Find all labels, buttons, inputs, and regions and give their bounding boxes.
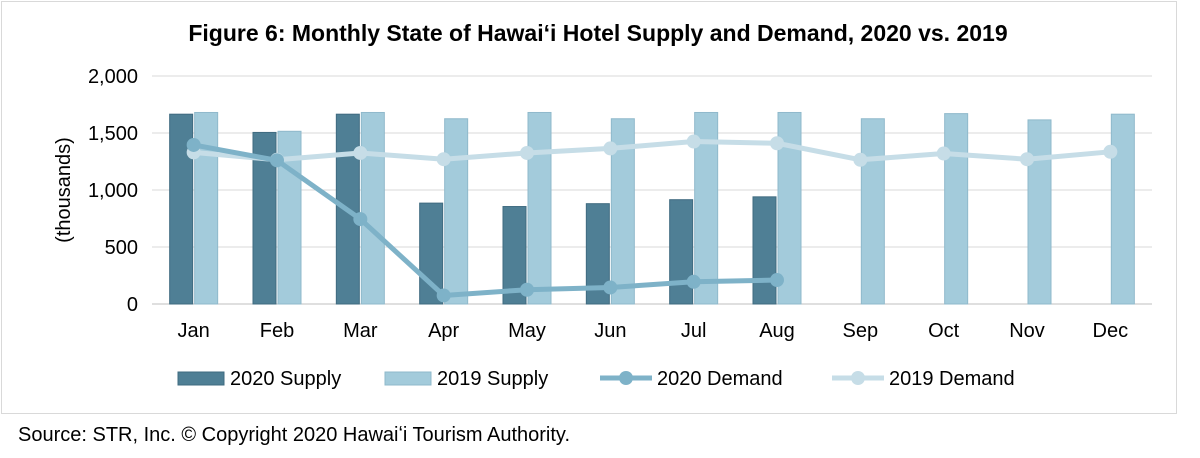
legend-label: 2020 Demand bbox=[657, 368, 783, 390]
legend-item-2019-supply: 2019 Supply bbox=[384, 368, 548, 390]
x-tick-label: Jan bbox=[178, 320, 210, 342]
point-2020-demand bbox=[770, 273, 784, 288]
bar-2019-supply bbox=[1027, 119, 1052, 305]
bar-2019-supply bbox=[777, 111, 802, 305]
y-axis-ticks: 0 500 1,000 1,500 2,000 bbox=[88, 66, 138, 316]
line-2020-demand bbox=[193, 142, 778, 298]
point-2019-demand bbox=[770, 136, 784, 151]
x-tick-label: Feb bbox=[260, 320, 294, 342]
y-tick-label: 1,000 bbox=[88, 180, 138, 202]
bar-2020-supply bbox=[669, 199, 694, 305]
point-2020-demand bbox=[186, 137, 201, 152]
bar-2020-supply bbox=[752, 196, 777, 305]
y-tick-label: 1,500 bbox=[88, 123, 138, 145]
y-tick-label: 500 bbox=[105, 237, 138, 259]
x-tick-label: Dec bbox=[1093, 320, 1129, 342]
source-note: Source: STR, Inc. © Copyright 2020 Hawai… bbox=[18, 424, 570, 446]
bar-2020-supply bbox=[252, 131, 277, 305]
point-2020-demand bbox=[686, 274, 701, 289]
bar-2019-supply bbox=[860, 118, 885, 305]
point-2020-demand bbox=[520, 282, 534, 297]
bar-marks bbox=[169, 111, 1135, 305]
point-2019-demand bbox=[436, 152, 451, 167]
bar-2019-supply bbox=[360, 111, 385, 305]
x-tick-label: Jun bbox=[594, 320, 626, 342]
bar-2019-supply bbox=[194, 111, 219, 305]
x-tick-label: Apr bbox=[428, 320, 459, 342]
line-marks bbox=[186, 134, 1118, 303]
bar-2019-supply bbox=[527, 111, 552, 305]
legend-marker bbox=[851, 371, 865, 385]
point-2019-demand bbox=[686, 134, 701, 149]
chart-title: Figure 6: Monthly State of Hawaiʻi Hotel… bbox=[188, 20, 1007, 46]
point-2019-demand bbox=[1020, 152, 1034, 167]
bar-2020-supply bbox=[585, 203, 610, 305]
bar-2019-supply bbox=[1110, 113, 1135, 305]
point-2020-demand bbox=[270, 153, 284, 168]
bar-2020-supply bbox=[502, 206, 527, 305]
point-2019-demand bbox=[353, 145, 368, 160]
bar-2019-supply bbox=[444, 118, 469, 305]
x-tick-label: Jul bbox=[681, 320, 707, 342]
point-2019-demand bbox=[936, 146, 951, 161]
y-tick-label: 2,000 bbox=[88, 66, 138, 88]
y-axis-label: (thousands) bbox=[53, 137, 75, 243]
x-tick-label: Sep bbox=[843, 320, 879, 342]
point-2019-demand bbox=[603, 141, 618, 156]
legend-swatch bbox=[384, 371, 432, 386]
x-tick-label: Nov bbox=[1009, 320, 1045, 342]
y-tick-label: 0 bbox=[127, 294, 138, 316]
legend-item-2020-demand: 2020 Demand bbox=[600, 368, 783, 390]
gridlines bbox=[152, 75, 1152, 305]
line-2019-demand bbox=[193, 139, 1111, 163]
point-2019-demand bbox=[1103, 144, 1118, 159]
legend: 2020 Supply 2019 Supply 2020 Demand 2019 De… bbox=[177, 368, 1015, 390]
point-2020-demand bbox=[353, 212, 368, 227]
legend-item-2020-supply: 2020 Supply bbox=[177, 368, 341, 390]
point-2019-demand bbox=[853, 152, 868, 167]
x-tick-label: Oct bbox=[928, 320, 960, 342]
legend-swatch bbox=[177, 371, 225, 386]
point-2020-demand bbox=[436, 288, 451, 303]
legend-label: 2019 Demand bbox=[889, 368, 1015, 390]
legend-label: 2020 Supply bbox=[230, 368, 341, 390]
point-2019-demand bbox=[520, 145, 534, 160]
legend-item-2019-demand: 2019 Demand bbox=[832, 368, 1015, 390]
x-tick-label: Mar bbox=[343, 320, 378, 342]
bar-2019-supply bbox=[944, 113, 969, 305]
point-2020-demand bbox=[603, 280, 618, 295]
x-tick-label: May bbox=[508, 320, 546, 342]
plot-area: 0 500 1,000 1,500 2,000 Jan Feb Mar Apr May Jun Ju… bbox=[88, 66, 1152, 342]
bar-2019-supply bbox=[610, 118, 635, 305]
x-axis-ticks: Jan Feb Mar Apr May Jun Jul Aug Sep Oct Nov Dec bbox=[178, 320, 1129, 342]
x-tick-label: Aug bbox=[759, 320, 795, 342]
chart-border bbox=[1, 1, 1177, 414]
legend-marker bbox=[619, 371, 633, 385]
bar-2020-supply bbox=[169, 113, 194, 305]
legend-label: 2019 Supply bbox=[437, 368, 548, 390]
bar-2019-supply bbox=[694, 111, 719, 305]
